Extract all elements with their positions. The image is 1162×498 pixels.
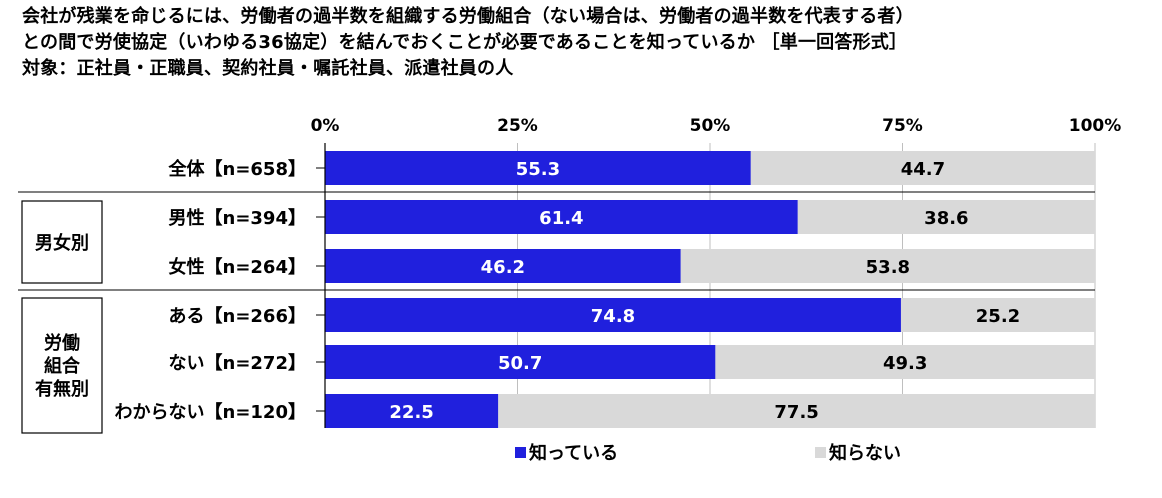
legend-swatch [515,447,526,458]
data-label-known: 46.2 [481,257,525,278]
group-label: 組合 [44,355,81,377]
bar-unknown [715,345,1095,379]
data-label-known: 61.4 [539,208,583,229]
legend-label: 知っている [529,442,618,464]
x-tick-label: 0% [311,116,340,136]
group-label: 有無別 [35,378,89,400]
group-label: 労働 [44,332,80,354]
x-tick-label: 50% [690,116,731,136]
data-label-unknown: 53.8 [866,257,910,278]
group-label-box [21,200,103,284]
legend-label: 知らない [829,442,901,464]
bar-unknown [900,298,1095,332]
x-tick-label: 75% [882,116,923,136]
bar-known [325,249,681,283]
group-label: 男女別 [35,232,89,254]
bar-unknown [797,200,1095,234]
data-label-unknown: 44.7 [901,159,945,180]
bar-unknown [750,151,1095,185]
data-label-known: 22.5 [389,402,433,423]
category-label: 男性【n=394】 [169,207,306,229]
bar-unknown [498,394,1095,428]
data-label-unknown: 38.6 [924,208,968,229]
category-label: 全体【n=658】 [168,158,306,180]
bar-unknown [680,249,1095,283]
bar-known [325,394,499,428]
category-label: ある【n=266】 [169,306,306,327]
chart-title: 会社が残業を命じるには、労働者の過半数を組織する労働組合（ない場合は、労働者の過… [22,4,1142,82]
data-label-known: 50.7 [498,353,542,374]
title-line-1: 会社が残業を命じるには、労働者の過半数を組織する労働組合（ない場合は、労働者の過… [22,6,914,27]
bar-known [325,298,901,332]
category-label: わからない【n=120】 [115,402,306,423]
data-label-known: 74.8 [591,306,635,327]
data-label-unknown: 49.3 [883,353,927,374]
category-label: 女性【n=264】 [169,256,306,278]
x-tick-label: 100% [1069,116,1122,136]
data-label-unknown: 77.5 [774,402,818,423]
bar-known [325,200,798,234]
x-tick-label: 25% [497,116,538,136]
group-label-box [21,297,103,434]
data-label-unknown: 25.2 [976,306,1020,327]
title-line-3: 対象：正社員・正職員、契約社員・嘱託社員、派遣社員の人 [22,58,514,79]
bar-known [325,345,716,379]
bar-known [325,151,751,185]
category-label: ない【n=272】 [169,353,306,374]
legend-swatch [815,447,826,458]
data-label-known: 55.3 [516,159,560,180]
title-line-2: との間で労使協定（いわゆる36協定）を結んでおくことが必要であることを知っている… [22,32,908,53]
